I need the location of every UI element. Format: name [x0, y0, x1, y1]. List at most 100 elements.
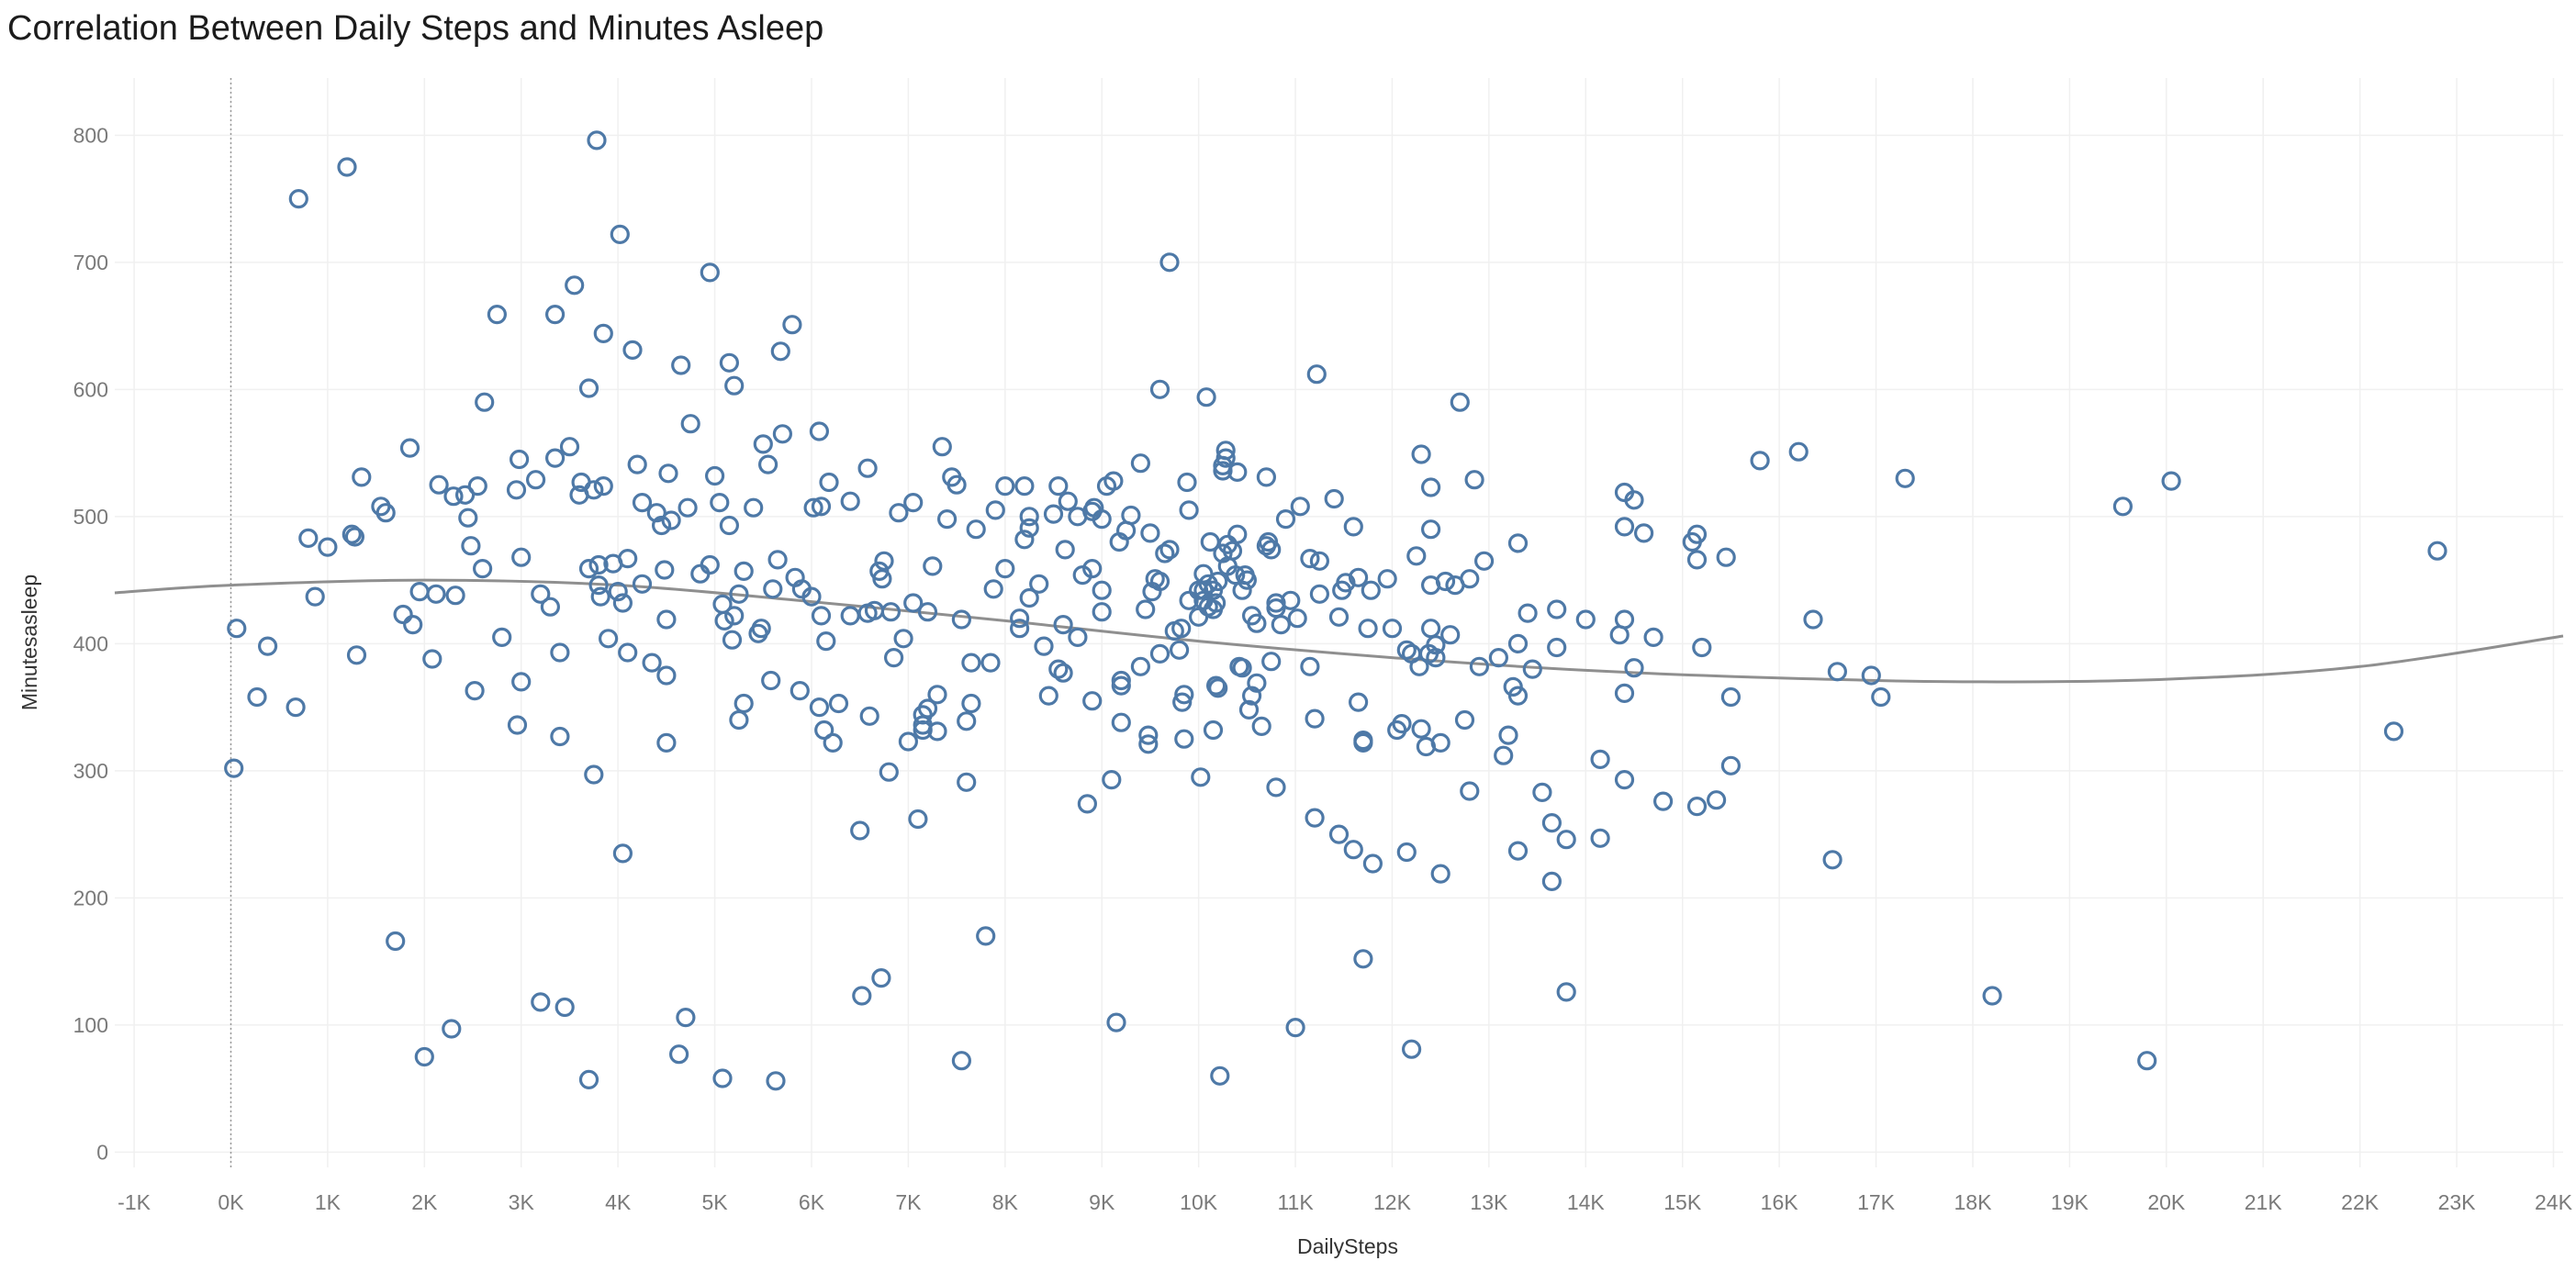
data-point	[668, 1044, 689, 1065]
data-point	[1469, 656, 1490, 676]
data-point	[1043, 504, 1064, 524]
data-point	[819, 472, 839, 493]
data-point	[1213, 461, 1233, 481]
data-point	[985, 500, 1005, 520]
data-point	[1232, 658, 1252, 678]
data-point	[951, 1051, 972, 1071]
data-point	[1464, 470, 1484, 490]
data-point	[1191, 767, 1211, 787]
data-point	[676, 1007, 696, 1028]
data-point	[1507, 841, 1529, 861]
data-point	[729, 709, 749, 731]
data-point	[352, 467, 372, 487]
data-point	[1409, 656, 1429, 676]
data-point	[893, 629, 913, 649]
data-point	[554, 997, 575, 1018]
data-point	[1136, 599, 1156, 619]
data-point	[1038, 686, 1058, 706]
data-point	[1336, 573, 1356, 593]
x-tick-label: 14K	[1567, 1190, 1606, 1214]
data-point	[809, 421, 830, 441]
data-point	[734, 561, 754, 582]
data-point	[224, 758, 244, 778]
data-point	[840, 606, 860, 626]
data-point	[1305, 808, 1325, 828]
data-point	[880, 602, 902, 622]
data-point	[475, 392, 495, 412]
data-point	[1111, 712, 1131, 732]
data-point	[1300, 656, 1320, 676]
data-point	[729, 584, 749, 604]
data-point	[2427, 541, 2447, 561]
data-point	[680, 414, 700, 434]
grid-lines	[115, 78, 2563, 1167]
data-point	[828, 693, 849, 714]
data-point	[734, 693, 754, 714]
x-tick-label: 13K	[1470, 1190, 1508, 1214]
data-point	[1328, 607, 1350, 627]
data-point	[753, 434, 773, 454]
data-point	[465, 680, 485, 701]
data-point	[1353, 732, 1373, 753]
data-point	[656, 732, 677, 753]
data-point	[1556, 982, 1576, 1002]
data-point	[961, 693, 981, 714]
data-point	[913, 720, 933, 741]
data-point	[429, 474, 449, 495]
data-point	[656, 609, 677, 630]
data-point	[305, 586, 325, 607]
x-tick-label: 1K	[315, 1190, 342, 1214]
data-point	[2137, 1051, 2157, 1071]
data-point	[286, 697, 306, 718]
data-point	[507, 715, 528, 735]
data-point	[622, 340, 643, 360]
data-point	[809, 697, 830, 718]
data-point	[1750, 451, 1770, 471]
data-point	[1411, 444, 1431, 464]
data-point	[710, 492, 730, 513]
data-point	[722, 630, 743, 650]
data-points	[224, 130, 2447, 1091]
x-axis-title: DailySteps	[1297, 1234, 1398, 1258]
data-point	[1140, 523, 1160, 543]
data-point	[1155, 543, 1175, 563]
data-point	[1082, 691, 1103, 711]
data-point	[506, 480, 527, 500]
data-point	[550, 726, 570, 747]
data-point	[445, 586, 465, 606]
data-point	[472, 558, 493, 579]
data-point	[1392, 713, 1412, 734]
data-point	[1420, 519, 1441, 540]
data-point	[393, 604, 413, 625]
trend-line	[114, 578, 2564, 684]
data-point	[1706, 790, 1727, 810]
data-point	[995, 475, 1015, 497]
data-point	[850, 820, 870, 841]
y-tick-label: 600	[73, 377, 108, 401]
data-point	[1343, 517, 1363, 537]
data-point	[1720, 755, 1742, 775]
data-point	[632, 492, 653, 513]
data-point	[588, 554, 609, 575]
data-point	[1686, 796, 1708, 817]
data-point	[618, 548, 638, 569]
data-point	[627, 454, 647, 474]
x-tick-label: -1K	[118, 1190, 151, 1214]
data-point	[724, 606, 745, 626]
data-point	[2112, 497, 2133, 517]
data-point	[578, 378, 599, 398]
data-point	[1072, 564, 1092, 586]
data-point	[1420, 477, 1441, 497]
data-point	[578, 558, 599, 579]
data-point	[403, 614, 423, 635]
data-point	[1396, 640, 1417, 660]
data-point	[957, 772, 977, 792]
data-point	[587, 130, 607, 151]
data-point	[298, 528, 319, 549]
data-point	[584, 480, 604, 500]
x-tick-label: 11K	[1277, 1190, 1314, 1214]
data-point	[1232, 580, 1252, 600]
data-point	[1149, 643, 1170, 664]
x-tick-label: 18K	[1954, 1190, 1992, 1214]
